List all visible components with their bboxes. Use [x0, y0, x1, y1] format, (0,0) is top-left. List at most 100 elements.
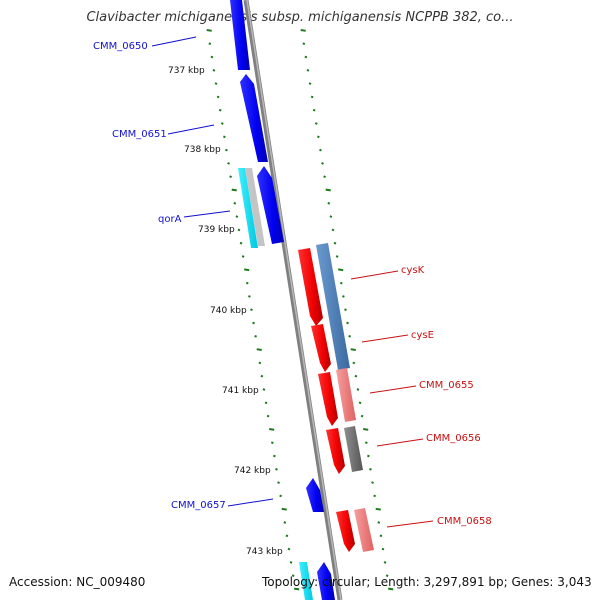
tick-right — [304, 55, 308, 59]
tick-right — [377, 521, 381, 524]
tick-right — [383, 561, 387, 564]
gene-CMM_0656-feature-gray — [344, 426, 363, 472]
gene-cysK-feature-steelblue — [316, 243, 350, 370]
gene-label-CMM_0656[interactable]: CMM_0656 — [426, 433, 481, 444]
tick-left — [264, 401, 268, 405]
tick-right — [369, 467, 372, 471]
tick-left — [291, 574, 295, 578]
tick-right — [364, 441, 368, 445]
tick-right — [388, 587, 394, 591]
gene-qorA-feature-cyan — [238, 168, 258, 248]
tick-right — [346, 321, 349, 325]
tick-left — [227, 162, 230, 165]
gene-CMM_0650[interactable] — [230, 0, 250, 70]
tick-left — [216, 95, 220, 99]
tick-left — [239, 241, 243, 245]
tick-right — [350, 348, 356, 351]
tick-right — [358, 401, 362, 405]
tick-left — [245, 281, 249, 285]
tick-right — [306, 68, 310, 72]
tick-right — [325, 188, 331, 192]
tick-right — [354, 374, 358, 378]
tick-right — [371, 481, 374, 484]
tick-left — [222, 135, 226, 139]
tick-marks — [206, 29, 394, 591]
tick-left — [206, 29, 212, 32]
gene-CMM_0655-feature-pink — [336, 368, 356, 422]
tick-left — [281, 507, 287, 511]
gene-label-CMM_0658[interactable]: CMM_0658 — [437, 516, 492, 527]
gene-CMM_0656[interactable] — [326, 428, 345, 474]
gene-label-CMM_0657[interactable]: CMM_0657 — [171, 500, 226, 511]
gene-label-CMM_0655[interactable]: CMM_0655 — [419, 380, 474, 391]
tick-left — [237, 228, 241, 232]
tick-left — [262, 388, 266, 391]
topology-text: Topology: circular; Length: 3,297,891 bp… — [262, 575, 592, 589]
gene-label-qorA[interactable]: qorA — [158, 214, 182, 225]
tick-right — [333, 241, 337, 245]
tick-left — [220, 122, 224, 125]
tick-left — [273, 454, 276, 458]
tick-right — [338, 268, 344, 272]
tick-right — [367, 454, 370, 458]
gene-CMM_0658-feature-pink — [354, 508, 374, 552]
gene-bottom-cyan — [299, 562, 313, 600]
tick-right — [348, 334, 351, 338]
tick-right — [360, 414, 364, 418]
tick-left — [235, 215, 239, 218]
tick-left — [294, 587, 300, 591]
gene-CMM_0658[interactable] — [336, 510, 355, 552]
tick-right — [314, 122, 318, 125]
tick-label-738: 738 kbp — [184, 145, 221, 155]
map-title: Clavibacter michiganensis subsp. michiga… — [86, 10, 514, 25]
tick-left — [275, 467, 278, 471]
tick-left — [208, 42, 212, 46]
tick-right — [352, 361, 356, 365]
gene-label-CMM_0651[interactable]: CMM_0651 — [112, 129, 167, 140]
tick-left — [252, 321, 255, 325]
tick-left — [229, 175, 232, 179]
tick-label-740: 740 kbp — [210, 306, 247, 316]
gene-CMM_0655[interactable] — [318, 372, 338, 426]
tick-right — [312, 108, 316, 112]
gene-bottom-blue — [317, 562, 335, 600]
gene-cysK[interactable] — [298, 248, 323, 326]
tick-right — [339, 281, 343, 285]
tick-label-741: 741 kbp — [222, 386, 259, 396]
gene-qorA[interactable] — [257, 166, 284, 244]
gene-labels: CMM_0650 CMM_0651 qorA cysK cysE CMM_065… — [93, 41, 492, 527]
tick-right — [375, 507, 381, 511]
gene-label-CMM_0650[interactable]: CMM_0650 — [93, 41, 148, 52]
tick-right — [356, 388, 360, 391]
tick-left — [225, 148, 228, 152]
gene-CMM_0651[interactable] — [240, 74, 268, 162]
tick-left — [254, 334, 257, 338]
gene-CMM_0657[interactable] — [306, 478, 324, 512]
tick-left — [241, 255, 245, 258]
tick-left — [258, 361, 262, 365]
tick-right — [344, 308, 347, 312]
tick-label-743: 743 kbp — [246, 547, 283, 557]
tick-left — [287, 547, 291, 551]
tick-right — [308, 82, 312, 85]
tick-left — [266, 414, 270, 418]
tick-right — [381, 547, 385, 551]
tick-right — [316, 135, 320, 139]
gene-qorA-feature-gray — [245, 168, 265, 246]
tick-right — [363, 428, 369, 431]
gene-label-cysK[interactable]: cysK — [401, 265, 425, 276]
tick-right — [300, 29, 306, 32]
tick-label-737: 737 kbp — [168, 66, 205, 76]
tick-right — [302, 42, 306, 46]
tick-left — [285, 534, 289, 538]
tick-labels: 737 kbp 738 kbp 739 kbp 740 kbp 741 kbp … — [168, 66, 283, 557]
gene-cysE[interactable] — [311, 324, 331, 372]
tick-left — [283, 521, 287, 524]
tick-left — [260, 374, 264, 378]
gene-label-cysE[interactable]: cysE — [411, 330, 434, 341]
tick-left — [244, 268, 250, 272]
tick-left — [212, 68, 216, 72]
tick-right — [323, 175, 326, 179]
tick-left — [289, 561, 293, 564]
